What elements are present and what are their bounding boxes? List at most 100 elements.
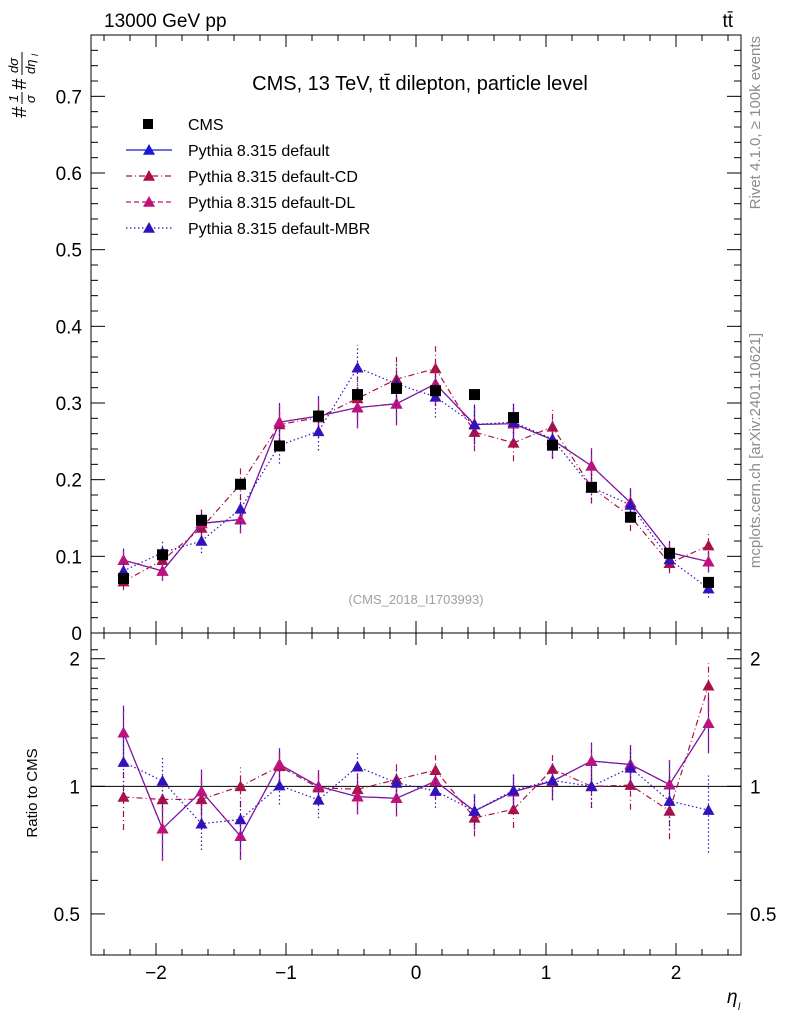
ratio-3-point	[429, 785, 442, 796]
ratio-2-point	[117, 726, 130, 738]
svg-text:l: l	[30, 53, 40, 56]
svg-text:l: l	[738, 1002, 741, 1013]
series-2-point	[390, 397, 403, 409]
ratio-3-point	[585, 780, 598, 792]
data-point	[508, 412, 519, 424]
ratio-3-point	[234, 813, 247, 825]
ratio-3-point	[663, 795, 676, 806]
ratio-3-point	[390, 776, 403, 788]
series-2-point	[702, 555, 715, 567]
legend-label-2: Pythia 8.315 default-DL	[188, 195, 355, 212]
series-3-point	[312, 425, 325, 437]
series-2-point	[156, 564, 169, 576]
header-right: tt̄	[722, 11, 733, 32]
svg-text:dη: dη	[23, 60, 38, 74]
series-3-point	[117, 564, 130, 576]
series-3-point	[624, 498, 637, 510]
ratio-1-point	[234, 780, 247, 792]
legend-label-data: CMS	[188, 117, 224, 134]
data-point	[352, 389, 363, 401]
data-point	[586, 481, 597, 493]
series-2-point	[585, 459, 598, 471]
tick-labels: −2 −1 0 1 2 0 0.1 0.2 0.3 0.4 0.5 0.6 0.7 0.5 0.5 1 1 2 2	[54, 87, 777, 984]
side-label-bottom: mcplots.cern.ch [arXiv:2401.10621]	[747, 333, 764, 568]
ratio-2-point	[273, 758, 286, 770]
ratio-3-point	[312, 793, 325, 805]
series-3-point	[351, 361, 364, 373]
chart-title: CMS, 13 TeV, tt̄ dilepton, particle leve…	[252, 73, 588, 95]
main-ylabel: # 1 σ # dσ dη l	[6, 52, 40, 118]
ratio-1-point	[546, 763, 559, 774]
ratio-3-point	[351, 760, 364, 772]
ratio-line-2	[122, 722, 710, 838]
y-tick-label: 0.7	[56, 87, 82, 108]
ratio-2-point	[390, 792, 403, 804]
data-point	[235, 478, 246, 490]
ratio-1-point	[702, 679, 715, 691]
x-tick-label: 2	[671, 963, 682, 984]
svg-text:#: #	[9, 106, 31, 118]
data-point	[469, 389, 480, 401]
series-line-0	[123, 383, 709, 572]
ratio-3-point	[156, 774, 169, 786]
ratio-y-tick-label-right: 0.5	[750, 905, 776, 926]
data-point	[274, 440, 285, 452]
ratio-ylabel: Ratio to CMS	[24, 748, 41, 837]
legend-marker-0	[143, 144, 155, 155]
xlabel: η l	[727, 987, 741, 1013]
x-tick-label: 0	[411, 963, 422, 984]
ratio-2-point	[702, 717, 715, 728]
data-point	[313, 410, 324, 422]
ratio-y-tick-label-right: 1	[750, 777, 761, 798]
ratio-2-point	[351, 790, 364, 802]
ratio-y-tick-label: 2	[69, 650, 80, 671]
ratio-3-point	[117, 756, 130, 767]
legend-marker-data	[143, 119, 153, 129]
watermark: (CMS_2018_I1703993)	[348, 592, 483, 607]
series-2-point	[117, 554, 130, 565]
legend-label-0: Pythia 8.315 default	[188, 143, 330, 160]
data-point	[196, 514, 207, 526]
data-point	[430, 385, 441, 397]
legend-marker-2	[143, 196, 155, 207]
ratio-2-point	[585, 755, 598, 766]
data-point	[118, 573, 129, 585]
x-tick-label: −2	[145, 963, 167, 984]
series-1-point	[429, 362, 442, 374]
series-line-2	[123, 383, 709, 572]
ratio-3-point	[546, 774, 559, 786]
data-marks	[91, 345, 741, 861]
series-3-point	[234, 502, 247, 514]
y-tick-label: 0.4	[56, 317, 83, 338]
data-point	[547, 439, 558, 451]
ratio-y-tick-label: 0.5	[54, 905, 80, 926]
series-3-point	[468, 418, 481, 430]
header-left: 13000 GeV pp	[104, 11, 227, 32]
ratio-y-tick-label-right: 2	[750, 650, 761, 671]
svg-text:η: η	[727, 987, 738, 1008]
series-line-3	[123, 366, 709, 590]
series-3-point	[195, 535, 208, 546]
y-tick-label: 0.5	[56, 241, 82, 262]
ratio-3-point	[468, 804, 481, 816]
x-tick-label: 1	[541, 963, 552, 984]
series-1-point	[702, 539, 715, 551]
ratio-3-point	[195, 817, 208, 829]
ratio-2-point	[234, 830, 247, 841]
ratio-line-0	[122, 722, 710, 838]
ratio-line-1	[123, 685, 710, 819]
data-point	[625, 511, 636, 523]
svg-text:σ: σ	[23, 94, 38, 103]
svg-text:#: #	[9, 78, 31, 90]
legend-label-1: Pythia 8.315 default-CD	[188, 169, 358, 186]
series-2-point	[273, 416, 286, 427]
axis-ticks	[91, 35, 741, 955]
data-point	[391, 382, 402, 394]
series-line-1	[123, 367, 709, 583]
data-point	[157, 549, 168, 561]
y-tick-label: 0.6	[56, 164, 82, 185]
ratio-2-point	[156, 822, 169, 834]
y-tick-label: 0.3	[56, 394, 82, 415]
ratio-y-tick-label: 1	[69, 777, 80, 798]
